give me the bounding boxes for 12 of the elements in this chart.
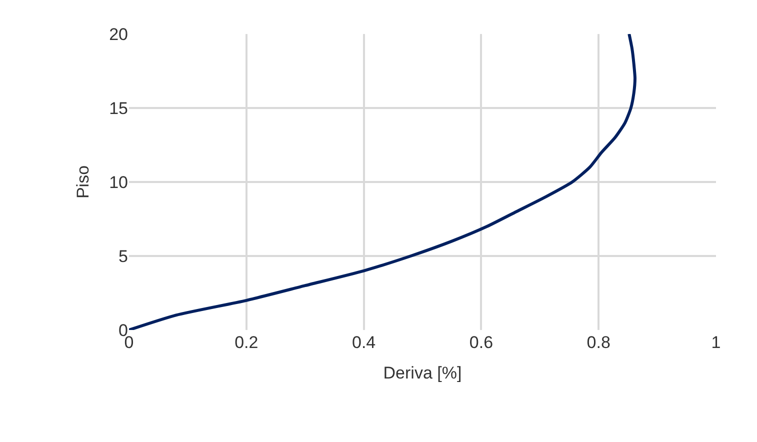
- x-tick-label: 0.2: [234, 333, 258, 352]
- y-tick-label: 10: [109, 172, 128, 192]
- x-tick-label: 0.6: [469, 333, 494, 352]
- line-series: [129, 34, 636, 330]
- x-tick-label: 0.8: [586, 333, 610, 352]
- y-tick-label: 5: [118, 246, 128, 266]
- x-tick-label: 1: [711, 333, 721, 352]
- x-axis-title: Deriva [%]: [383, 363, 462, 382]
- x-tick-label: 0.4: [352, 333, 376, 352]
- y-tick-label: 20: [109, 24, 128, 44]
- y-tick-label: 15: [109, 98, 128, 118]
- y-axis-title: Piso: [74, 165, 93, 199]
